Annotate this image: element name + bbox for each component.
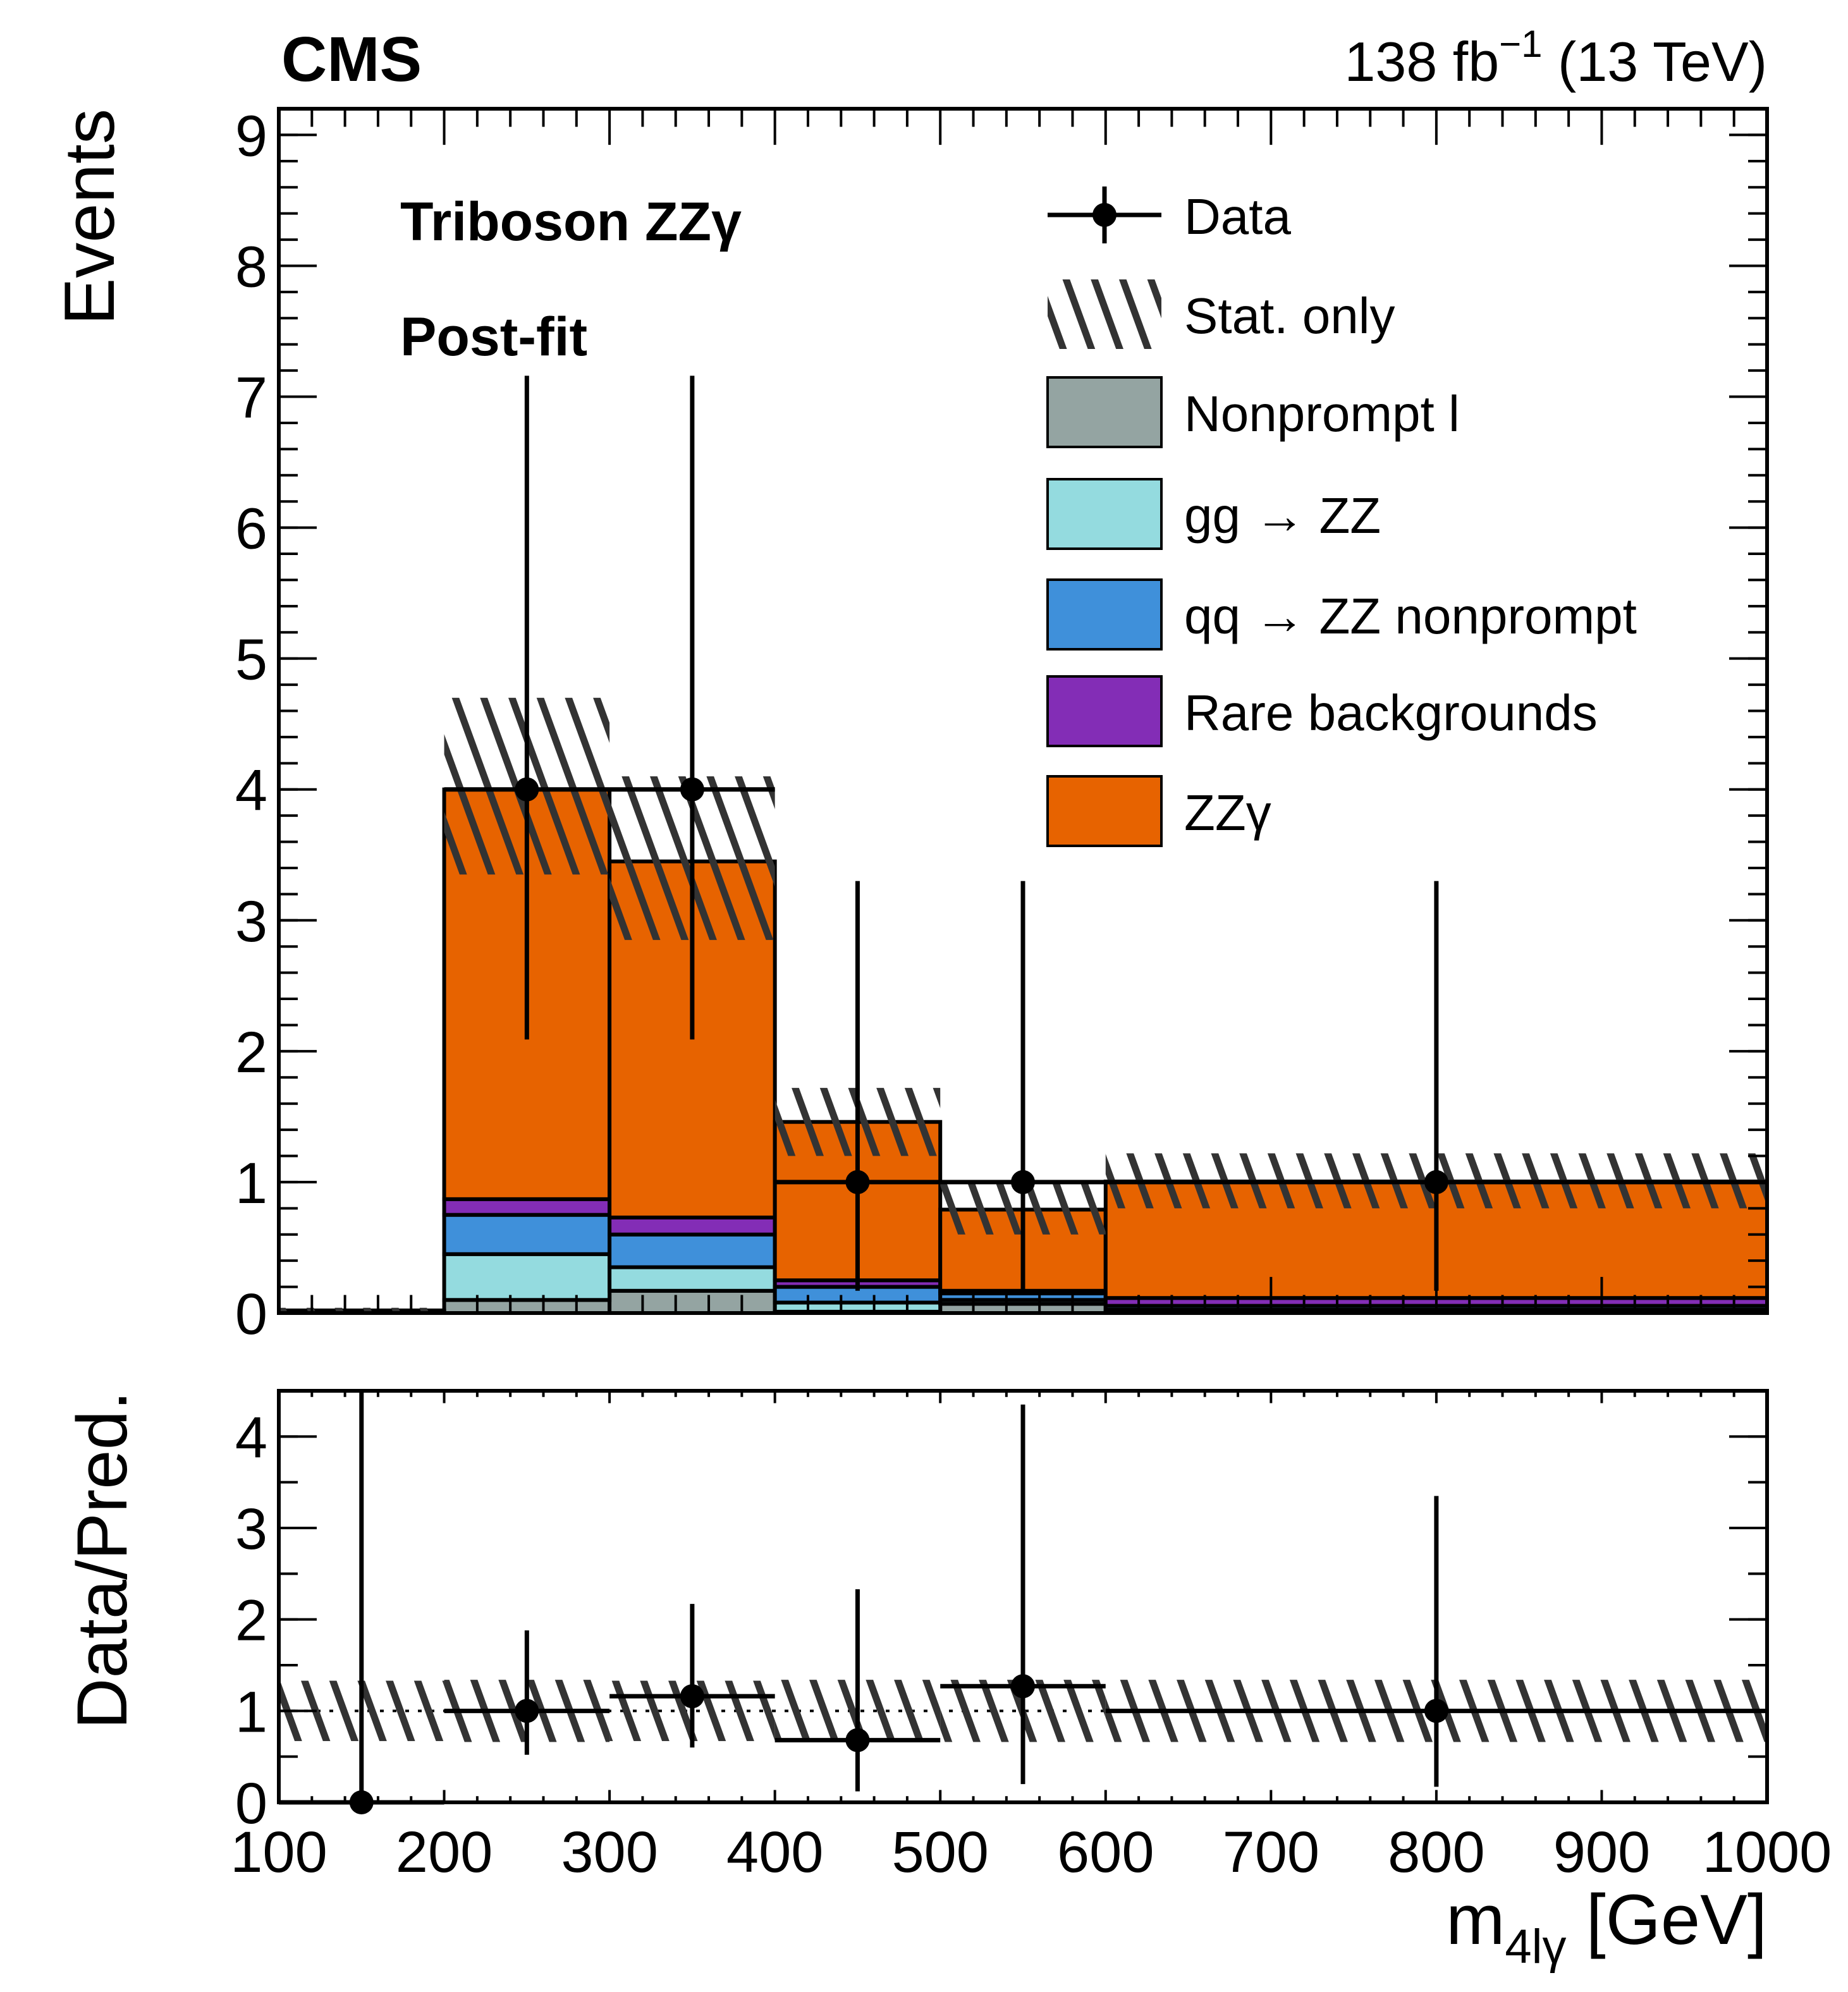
process-label: Triboson ZZγ bbox=[400, 192, 742, 252]
y-tick-label: 0 bbox=[235, 1771, 267, 1836]
x-tick-label: 1000 bbox=[1703, 1820, 1832, 1885]
legend-swatch bbox=[1046, 675, 1163, 747]
y-tick-label: 2 bbox=[235, 1020, 267, 1085]
data-point bbox=[515, 777, 539, 802]
stack-bar-gg-zz bbox=[608, 1265, 777, 1293]
legend-label: ZZγ bbox=[1184, 785, 1271, 841]
data-point bbox=[680, 777, 704, 802]
legend-label: Stat. only bbox=[1184, 288, 1395, 344]
legend-swatch bbox=[1046, 578, 1163, 651]
y-axis-title-main: Events bbox=[50, 109, 129, 325]
ratio-point bbox=[1011, 1674, 1035, 1699]
y-axis-title-ratio: Data/Pred. bbox=[63, 1391, 142, 1729]
y-tick-label: 7 bbox=[235, 366, 267, 431]
stack-bar-nonprompt-l bbox=[442, 1298, 612, 1315]
lumi-label: 138 fb−1 (13 TeV) bbox=[1344, 23, 1767, 93]
x-tick-label: 700 bbox=[1223, 1820, 1320, 1885]
stack-bar-nonprompt-l bbox=[608, 1288, 777, 1316]
data-point bbox=[1424, 1170, 1448, 1194]
y-tick-label: 4 bbox=[235, 759, 267, 823]
stat-band bbox=[279, 1307, 444, 1313]
ratio-point bbox=[1424, 1699, 1448, 1723]
y-tick-label: 5 bbox=[235, 628, 267, 692]
x-tick-label: 900 bbox=[1553, 1820, 1651, 1885]
y-tick-label: 2 bbox=[235, 1589, 267, 1653]
experiment-label: CMS bbox=[281, 24, 422, 95]
data-point bbox=[845, 1170, 870, 1194]
stack-bar-qq-zz-nonprompt bbox=[442, 1213, 612, 1256]
stack-bar-rare-backgrounds bbox=[608, 1215, 777, 1237]
legend-label: Data bbox=[1184, 188, 1291, 245]
legend-swatch bbox=[1046, 376, 1163, 448]
x-tick-label: 200 bbox=[396, 1820, 493, 1885]
legend-label: Rare backgrounds bbox=[1184, 685, 1598, 741]
x-tick-label: 800 bbox=[1388, 1820, 1485, 1885]
y-tick-label: 4 bbox=[235, 1405, 267, 1470]
y-tick-label: 9 bbox=[235, 104, 267, 168]
y-tick-label: 0 bbox=[235, 1282, 267, 1347]
energy-value: (13 TeV) bbox=[1543, 30, 1767, 93]
lumi-value: 138 fb bbox=[1344, 30, 1499, 93]
x-tick-label: 500 bbox=[891, 1820, 989, 1885]
ratio-panel: 0 1 2 3 4 100 200 300 400 500 600 700 800 900 1000 bbox=[230, 1389, 1832, 1885]
x-tick-label: 400 bbox=[726, 1820, 824, 1885]
stack-bar-qq-zz-nonprompt bbox=[608, 1232, 777, 1269]
stack-bar-rare-backgrounds bbox=[442, 1197, 612, 1217]
x-axis-title-unit: [GeV] bbox=[1567, 1880, 1767, 1959]
stack-bar-gg-zz bbox=[442, 1252, 612, 1302]
legend-label: qq → ZZ nonprompt bbox=[1184, 588, 1637, 644]
lumi-exponent: −1 bbox=[1499, 23, 1542, 65]
legend-data-marker bbox=[1092, 203, 1117, 227]
main-panel: 0 1 2 3 4 5 6 7 8 9 bbox=[235, 104, 1769, 1347]
legend-label: Nonprompt l bbox=[1184, 386, 1460, 442]
legend-stat-swatch bbox=[1048, 279, 1161, 349]
legend-swatch bbox=[1046, 478, 1163, 550]
y-tick-label: 3 bbox=[235, 889, 267, 954]
legend: Data Stat. only Nonprompt l gg → ZZ qq → ZZ … bbox=[1046, 186, 1637, 847]
fit-label: Post-fit bbox=[400, 307, 587, 367]
x-axis-title-sub: 4lγ bbox=[1505, 1920, 1566, 1974]
y-tick-label: 1 bbox=[235, 1680, 267, 1744]
ratio-point bbox=[845, 1728, 870, 1752]
ratio-point bbox=[515, 1699, 539, 1723]
x-tick-label: 100 bbox=[230, 1820, 327, 1885]
legend-swatch bbox=[1046, 775, 1163, 847]
y-tick-label: 8 bbox=[235, 235, 267, 299]
legend-label: gg → ZZ bbox=[1184, 487, 1381, 544]
x-tick-label: 300 bbox=[561, 1820, 658, 1885]
x-tick-label: 600 bbox=[1057, 1820, 1154, 1885]
y-tick-label: 3 bbox=[235, 1497, 267, 1561]
x-axis-title: m4lγ [GeV] bbox=[1446, 1880, 1767, 1974]
y-tick-label: 1 bbox=[235, 1151, 267, 1216]
y-tick-label: 6 bbox=[235, 497, 267, 561]
ratio-point bbox=[680, 1684, 704, 1709]
x-axis-title-main: m bbox=[1446, 1880, 1505, 1959]
plot-frame bbox=[277, 1389, 1769, 1804]
data-point bbox=[1011, 1170, 1035, 1194]
